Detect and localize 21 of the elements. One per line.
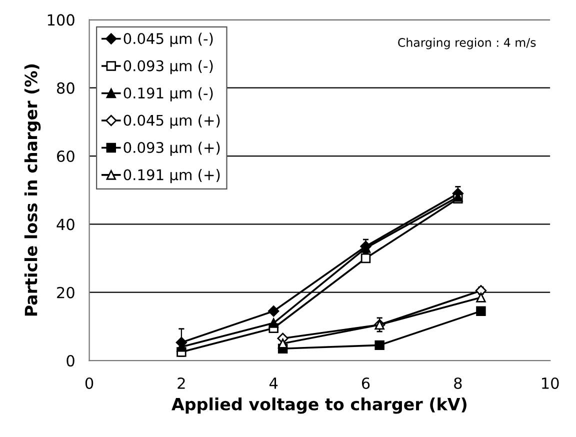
legend-label: 0.045 μm (+) bbox=[124, 114, 220, 129]
x-tick-label: 0 bbox=[85, 377, 94, 390]
x-tick-label: 10 bbox=[542, 377, 559, 390]
x-tick-label: 6 bbox=[362, 377, 370, 390]
x-tick-label: 8 bbox=[454, 377, 462, 390]
annotation: Charging region : 4 m/s bbox=[398, 38, 536, 50]
y-tick-label: 80 bbox=[56, 82, 74, 94]
y-tick-label: 0 bbox=[66, 354, 74, 367]
legend-label: 0.191 μm (-) bbox=[124, 87, 213, 102]
legend-label: 0.093 μm (+) bbox=[124, 142, 220, 156]
legend-label: 0.191 μm (+) bbox=[124, 169, 220, 184]
y-axis-title: Particle loss in charger (%) bbox=[24, 64, 41, 316]
x-axis-title: Applied voltage to charger (kV) bbox=[172, 398, 466, 414]
y-tick-label: 20 bbox=[57, 286, 74, 298]
x-tick-label: 4 bbox=[269, 378, 278, 389]
y-tick-label: 40 bbox=[56, 218, 74, 230]
y-tick-label: 60 bbox=[57, 150, 74, 162]
legend-label: 0.045 μm (-) bbox=[124, 32, 213, 47]
y-tick-label: 100 bbox=[48, 14, 74, 26]
x-tick-label: 2 bbox=[178, 377, 185, 389]
legend-label: 0.093 μm (-) bbox=[124, 60, 213, 74]
